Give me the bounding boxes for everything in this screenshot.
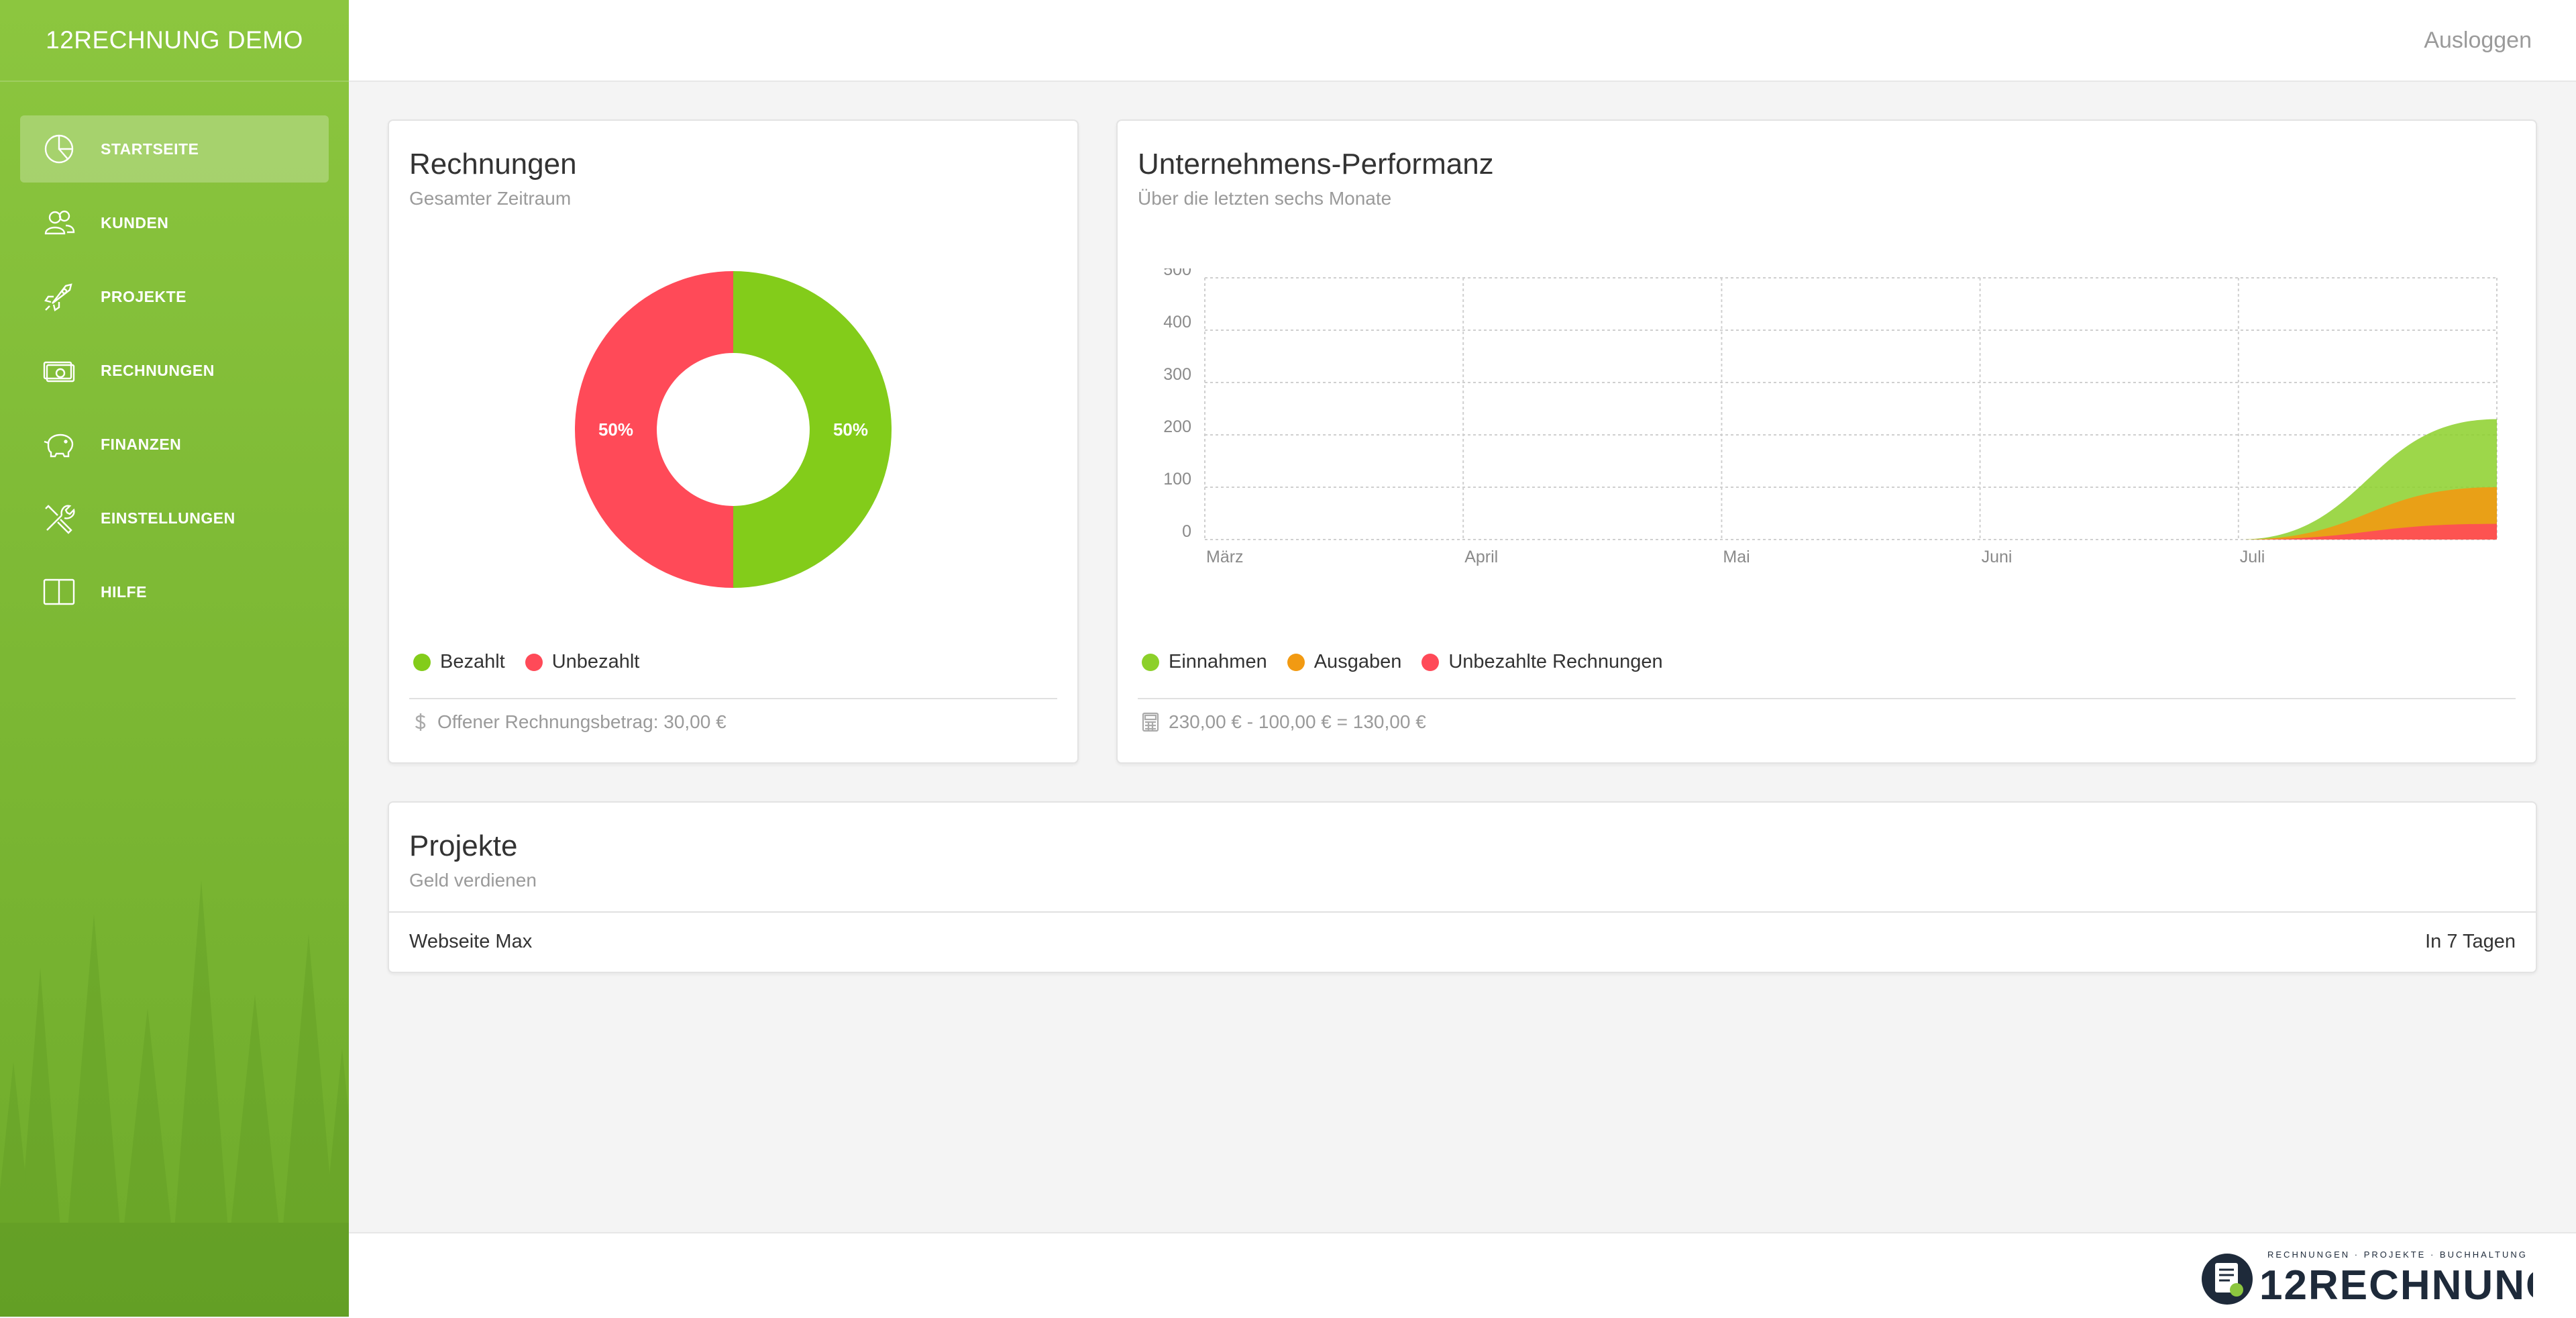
- divider: [389, 911, 2536, 913]
- app-brand[interactable]: 12RECHNUNG DEMO: [0, 0, 349, 82]
- open-invoice-amount: Offener Rechnungsbetrag: 30,00 €: [437, 711, 727, 732]
- legend-unpaid-marker: [525, 653, 543, 671]
- legend-expenses-marker: [1287, 653, 1305, 671]
- series-area-income[interactable]: [1205, 419, 2497, 540]
- legend-item-unpaid-invoices[interactable]: Unbezahlte Rechnungen: [1421, 651, 1663, 673]
- performance-card-subtitle: Über die letzten sechs Monate: [1138, 188, 1392, 209]
- sidebar-item-label: KUNDEN: [101, 213, 169, 232]
- x-tick-label: März: [1206, 548, 1244, 566]
- list-item[interactable]: Webseite Max In 7 Tagen: [409, 913, 2516, 970]
- rocket-icon: [40, 278, 78, 315]
- sidebar-item-rechnungen[interactable]: RECHNUNGEN: [20, 337, 329, 404]
- performance-card: Unternehmens-Performanz Über die letzten…: [1116, 119, 2537, 764]
- projects-card-subtitle: Geld verdienen: [409, 870, 537, 891]
- sidebar-item-finanzen[interactable]: FINANZEN: [20, 411, 329, 478]
- y-tick-label: 0: [1182, 522, 1191, 541]
- x-tick-label: Juli: [2240, 548, 2265, 566]
- invoices-donut-chart: 50% 50%: [575, 271, 892, 588]
- pie-chart-icon: [40, 130, 78, 168]
- sidebar-item-einstellungen[interactable]: EINSTELLUNGEN: [20, 485, 329, 552]
- invoices-card-subtitle: Gesamter Zeitraum: [409, 188, 572, 209]
- legend-item-income[interactable]: Einnahmen: [1142, 651, 1267, 673]
- y-tick-label: 500: [1163, 268, 1191, 279]
- users-icon: [40, 204, 78, 242]
- x-tick-label: Mai: [1723, 548, 1750, 566]
- sidebar-item-projekte[interactable]: PROJEKTE: [20, 263, 329, 330]
- sidebar-item-kunden[interactable]: KUNDEN: [20, 189, 329, 256]
- performance-legend: Einnahmen Ausgaben Unbezahlte Rechnungen: [1142, 651, 1683, 673]
- logo-tagline: RECHNUNGEN · PROJEKTE · BUCHHALTUNG: [2267, 1250, 2528, 1260]
- piggy-bank-icon: [40, 425, 78, 463]
- legend-item-paid[interactable]: Bezahlt: [413, 651, 505, 673]
- forest-background-image: [0, 880, 349, 1317]
- sidebar-item-label: STARTSEITE: [101, 140, 199, 158]
- top-bar: Ausloggen: [349, 0, 2576, 82]
- logout-link[interactable]: Ausloggen: [2424, 28, 2532, 53]
- project-name: Webseite Max: [409, 930, 533, 952]
- projects-card-title: Projekte: [409, 829, 518, 862]
- legend-label: Unbezahlt: [551, 651, 640, 672]
- divider: [1138, 698, 2516, 699]
- projects-card: Projekte Geld verdienen Webseite Max In …: [388, 801, 2537, 973]
- sidebar-item-label: FINANZEN: [101, 435, 182, 453]
- series-area-unpaid[interactable]: [1205, 523, 2497, 540]
- legend-label: Einnahmen: [1169, 651, 1267, 672]
- sidebar: 12RECHNUNG DEMO STARTSEITE KUNDEN PROJEK…: [0, 0, 349, 1317]
- money-icon: [40, 352, 78, 389]
- sidebar-item-label: RECHNUNGEN: [101, 361, 215, 379]
- legend-item-unpaid[interactable]: Unbezahlt: [525, 651, 640, 673]
- footer: RECHNUNGEN · PROJEKTE · BUCHHALTUNG 12RE…: [349, 1232, 2576, 1318]
- logo-wordmark: 12RECHNUNG: [2259, 1262, 2533, 1307]
- sidebar-item-hilfe[interactable]: HILFE: [20, 558, 329, 625]
- 12rechnung-logo[interactable]: RECHNUNGEN · PROJEKTE · BUCHHALTUNG 12RE…: [2198, 1246, 2533, 1307]
- donut-slice-paid[interactable]: [733, 271, 892, 588]
- y-tick-label: 100: [1163, 470, 1191, 489]
- x-tick-label: April: [1464, 548, 1498, 566]
- performance-area-chart: 0 100 200 300 400 500 März April Mai Juni Juli: [1163, 268, 2498, 566]
- donut-data-label: 50%: [598, 419, 633, 440]
- dollar-icon: [413, 712, 428, 732]
- sidebar-item-label: PROJEKTE: [101, 287, 186, 305]
- performance-footer: 230,00 € - 100,00 € = 130,00 €: [1142, 711, 1426, 733]
- legend-item-expenses[interactable]: Ausgaben: [1287, 651, 1402, 673]
- legend-paid-marker: [413, 653, 431, 671]
- performance-card-title: Unternehmens-Performanz: [1138, 148, 1494, 181]
- invoices-card: Rechnungen Gesamter Zeitraum 50% 50% Beza…: [388, 119, 1079, 764]
- sidebar-item-startseite[interactable]: STARTSEITE: [20, 115, 329, 183]
- project-due: In 7 Tagen: [2425, 930, 2516, 952]
- profit-calculation: 230,00 € - 100,00 € = 130,00 €: [1169, 711, 1426, 732]
- tools-icon: [40, 499, 78, 537]
- book-icon: [40, 573, 78, 611]
- sidebar-item-label: EINSTELLUNGEN: [101, 509, 235, 527]
- invoices-footer: Offener Rechnungsbetrag: 30,00 €: [413, 711, 727, 733]
- y-tick-label: 200: [1163, 417, 1191, 436]
- legend-label: Unbezahlte Rechnungen: [1448, 651, 1663, 672]
- invoices-legend: Bezahlt Unbezahlt: [413, 651, 659, 673]
- legend-label: Bezahlt: [440, 651, 505, 672]
- legend-unpaid-marker: [1421, 653, 1440, 671]
- calculator-icon: [1142, 712, 1159, 732]
- sidebar-nav: STARTSEITE KUNDEN PROJEKTE RECHNUNGEN FI…: [0, 82, 349, 625]
- invoices-card-title: Rechnungen: [409, 148, 577, 181]
- y-tick-label: 400: [1163, 313, 1191, 332]
- x-tick-label: Juni: [1982, 548, 2012, 566]
- donut-data-label: 50%: [833, 419, 868, 440]
- sidebar-item-label: HILFE: [101, 582, 147, 601]
- donut-slice-unpaid[interactable]: [575, 271, 733, 588]
- y-tick-label: 300: [1163, 365, 1191, 384]
- legend-label: Ausgaben: [1313, 651, 1402, 672]
- legend-income-marker: [1142, 653, 1159, 671]
- divider: [409, 698, 1057, 699]
